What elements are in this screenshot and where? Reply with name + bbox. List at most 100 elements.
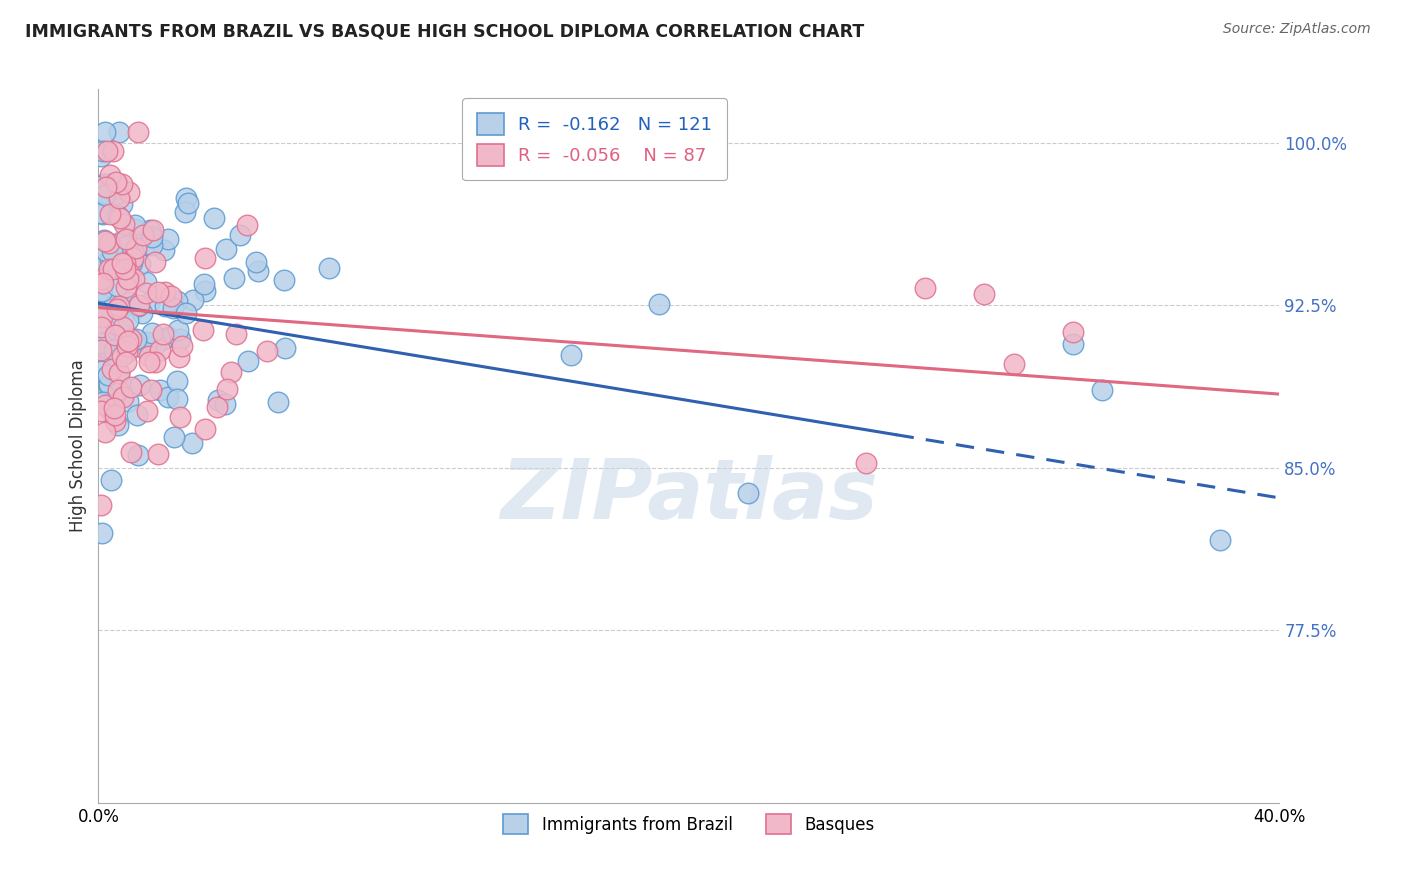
Point bbox=[111, 234, 134, 248]
Point bbox=[136, 336, 159, 351]
Point bbox=[104, 328, 127, 343]
Point bbox=[194, 422, 217, 436]
Point bbox=[648, 296, 671, 310]
Point bbox=[120, 332, 142, 346]
Point bbox=[152, 244, 174, 258]
Point bbox=[194, 251, 217, 265]
Point bbox=[183, 293, 205, 308]
Point bbox=[98, 168, 121, 182]
Point bbox=[138, 295, 160, 310]
Point bbox=[90, 258, 112, 272]
Point bbox=[107, 209, 129, 223]
Point bbox=[108, 375, 131, 389]
Point bbox=[118, 294, 141, 309]
Point bbox=[108, 125, 131, 139]
Point bbox=[107, 301, 129, 315]
Point bbox=[105, 356, 128, 370]
Point bbox=[94, 125, 117, 139]
Point bbox=[148, 447, 170, 461]
Point bbox=[177, 196, 200, 211]
Point bbox=[111, 197, 134, 211]
Point bbox=[111, 177, 134, 191]
Point bbox=[174, 191, 197, 205]
Point bbox=[142, 223, 165, 237]
Point bbox=[157, 330, 180, 344]
Point bbox=[111, 256, 134, 270]
Point bbox=[111, 300, 134, 314]
Point bbox=[98, 377, 121, 392]
Point bbox=[105, 301, 128, 316]
Point bbox=[115, 354, 138, 368]
Point bbox=[145, 337, 167, 351]
Point bbox=[117, 334, 139, 348]
Point bbox=[91, 277, 114, 292]
Point bbox=[91, 272, 114, 286]
Point bbox=[266, 395, 288, 409]
Point bbox=[139, 223, 162, 237]
Point bbox=[103, 298, 125, 312]
Point bbox=[98, 235, 121, 250]
Point bbox=[174, 306, 197, 320]
Point bbox=[118, 266, 141, 280]
Point bbox=[127, 409, 149, 423]
Point bbox=[193, 323, 215, 337]
Point bbox=[138, 354, 160, 368]
Point bbox=[156, 232, 179, 246]
Point bbox=[170, 339, 193, 353]
Point bbox=[107, 366, 129, 380]
Point bbox=[169, 332, 191, 346]
Point bbox=[96, 187, 118, 202]
Point bbox=[125, 332, 148, 346]
Point bbox=[132, 227, 155, 242]
Point bbox=[90, 335, 112, 350]
Point bbox=[149, 383, 172, 397]
Point bbox=[225, 326, 247, 341]
Point bbox=[215, 242, 238, 256]
Point bbox=[202, 211, 225, 225]
Point bbox=[1062, 325, 1084, 339]
Point bbox=[91, 364, 114, 378]
Point bbox=[96, 145, 118, 159]
Point bbox=[166, 323, 188, 337]
Point bbox=[129, 378, 152, 392]
Point bbox=[173, 205, 195, 219]
Point bbox=[143, 355, 166, 369]
Point bbox=[273, 342, 295, 356]
Point bbox=[973, 287, 995, 301]
Point bbox=[98, 177, 121, 191]
Text: IMMIGRANTS FROM BRAZIL VS BASQUE HIGH SCHOOL DIPLOMA CORRELATION CHART: IMMIGRANTS FROM BRAZIL VS BASQUE HIGH SC… bbox=[25, 22, 865, 40]
Point bbox=[98, 348, 121, 362]
Point bbox=[104, 186, 127, 201]
Point bbox=[127, 448, 149, 462]
Point bbox=[114, 256, 136, 270]
Point bbox=[90, 310, 112, 325]
Point bbox=[163, 430, 186, 444]
Point bbox=[135, 275, 157, 289]
Point bbox=[93, 207, 115, 221]
Point bbox=[135, 286, 157, 301]
Point bbox=[108, 367, 131, 381]
Point bbox=[136, 238, 159, 252]
Point bbox=[104, 175, 127, 189]
Point bbox=[90, 498, 112, 512]
Point bbox=[97, 368, 120, 382]
Point bbox=[98, 403, 121, 417]
Point bbox=[103, 343, 125, 358]
Point bbox=[117, 271, 139, 285]
Point bbox=[101, 262, 124, 277]
Point bbox=[855, 456, 877, 470]
Point bbox=[256, 343, 278, 358]
Point bbox=[90, 526, 112, 541]
Point bbox=[91, 145, 114, 159]
Point bbox=[111, 390, 134, 404]
Point bbox=[131, 306, 153, 320]
Point bbox=[149, 343, 172, 358]
Point bbox=[136, 404, 159, 418]
Legend: Immigrants from Brazil, Basques: Immigrants from Brazil, Basques bbox=[496, 807, 882, 841]
Point bbox=[120, 445, 142, 459]
Point bbox=[117, 394, 139, 409]
Point bbox=[93, 177, 115, 191]
Point bbox=[236, 354, 259, 368]
Point bbox=[108, 191, 131, 205]
Point bbox=[115, 280, 138, 294]
